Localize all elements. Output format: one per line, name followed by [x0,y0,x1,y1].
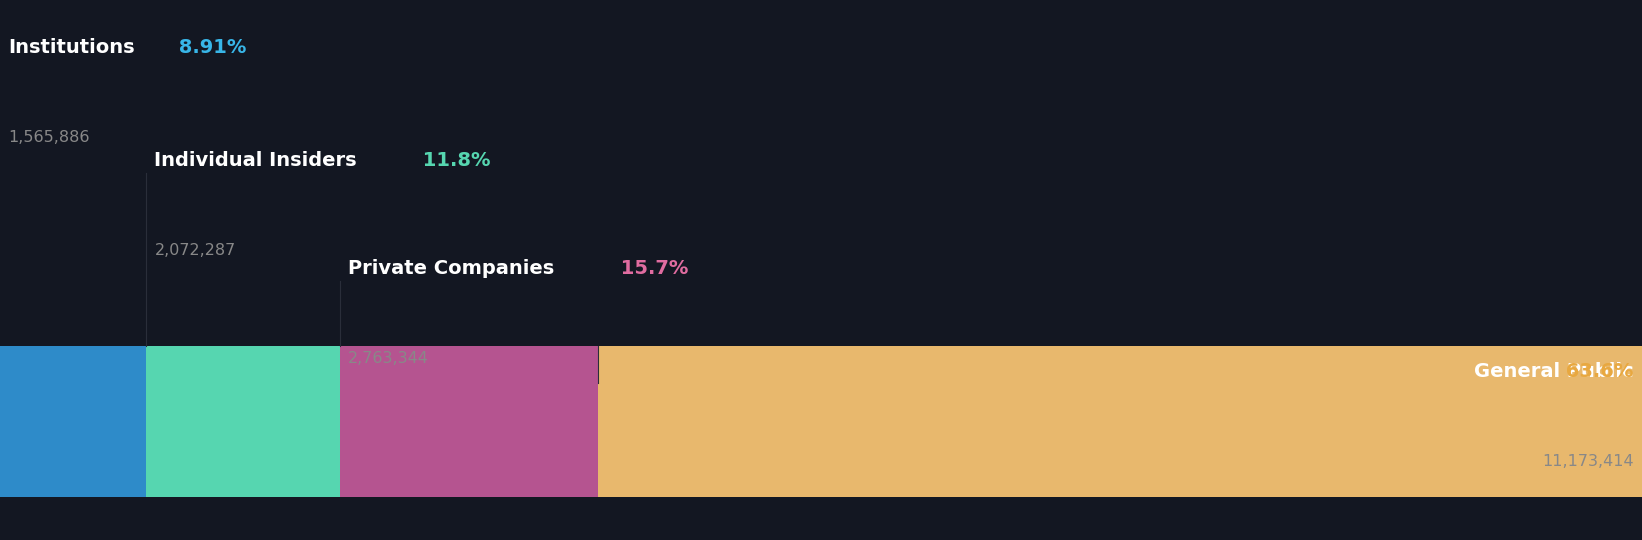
Bar [146,346,340,497]
Text: Individual Insiders: Individual Insiders [154,151,356,170]
Text: 1,565,886: 1,565,886 [8,130,90,145]
Text: 2,072,287: 2,072,287 [154,243,236,258]
Text: General Public: General Public [1475,362,1634,381]
Bar [598,346,1642,497]
Text: Private Companies: Private Companies [348,259,555,278]
Text: 11,173,414: 11,173,414 [1542,454,1634,469]
Bar [0,346,146,497]
Text: 2,763,344: 2,763,344 [348,351,429,366]
Text: 15.7%: 15.7% [614,259,688,278]
Text: 8.91%: 8.91% [172,38,246,57]
Text: Institutions: Institutions [8,38,135,57]
Bar [340,346,598,497]
Text: 11.8%: 11.8% [415,151,491,170]
Text: 63.6%: 63.6% [1560,362,1634,381]
